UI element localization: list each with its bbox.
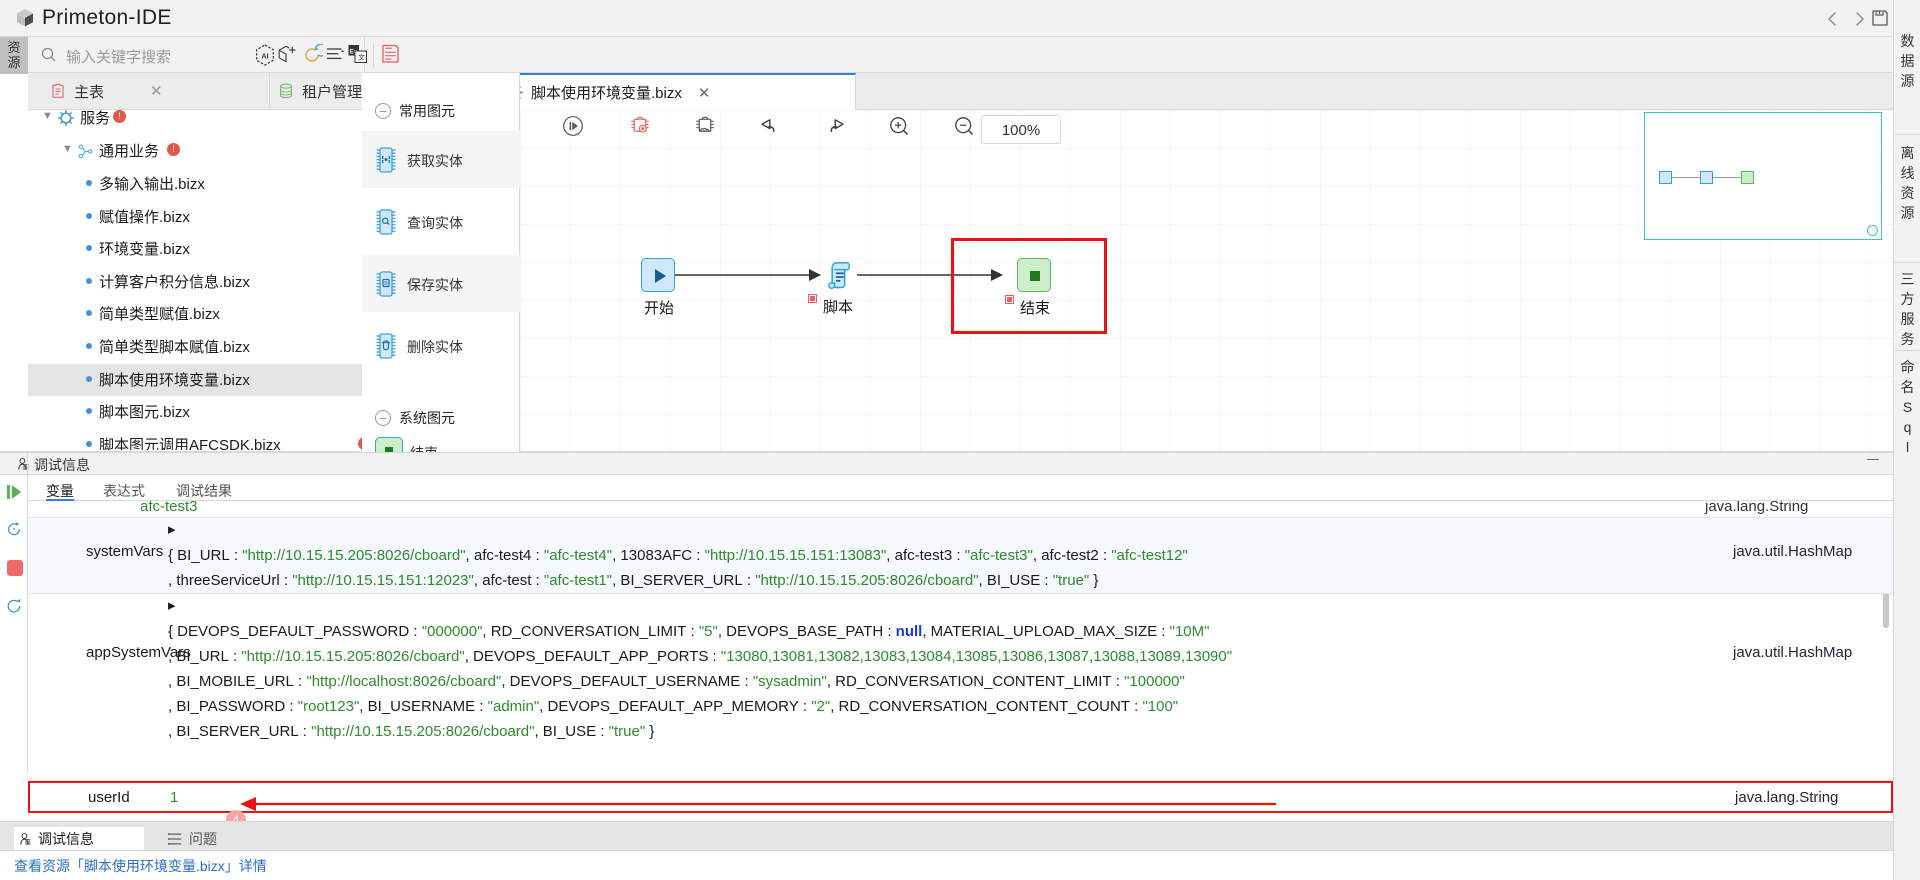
svg-text:AI: AI [261, 52, 268, 61]
svg-text:文: 文 [358, 53, 365, 62]
